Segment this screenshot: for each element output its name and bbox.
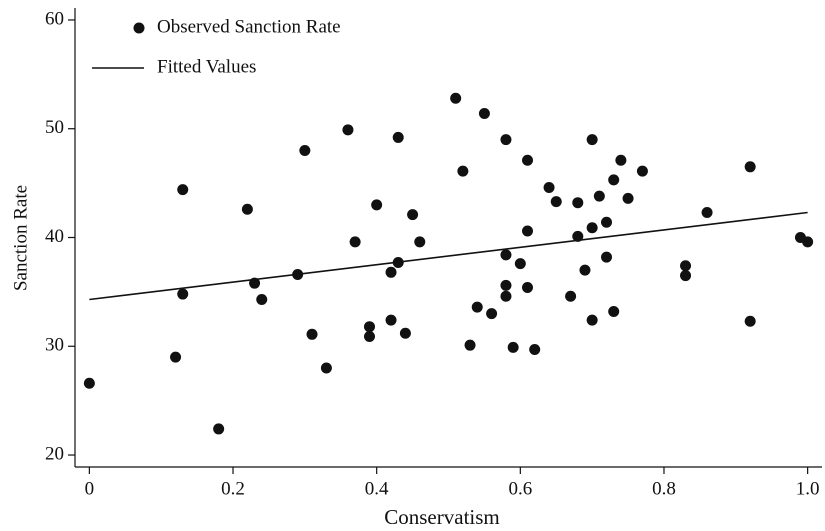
data-point	[457, 165, 469, 177]
data-point	[414, 236, 426, 248]
data-point	[256, 293, 268, 305]
data-point	[213, 423, 225, 435]
data-point	[399, 327, 411, 339]
data-point	[371, 199, 383, 211]
data-point	[392, 131, 404, 143]
x-axis-label: Conservatism	[384, 505, 500, 529]
data-point	[622, 192, 634, 204]
data-point	[500, 279, 512, 291]
data-point	[478, 108, 490, 120]
data-point	[522, 225, 534, 237]
data-point	[701, 206, 713, 218]
data-point	[680, 270, 692, 282]
x-tick-label: 0.6	[508, 478, 532, 499]
data-point	[177, 184, 189, 196]
data-point	[514, 258, 526, 270]
data-point	[522, 282, 534, 294]
data-point	[342, 124, 354, 136]
data-point	[471, 301, 483, 313]
y-tick-label: 40	[45, 226, 64, 247]
data-point	[550, 196, 562, 208]
data-point	[170, 351, 182, 363]
data-point	[464, 339, 476, 351]
data-point	[744, 315, 756, 327]
y-tick-label: 60	[45, 8, 64, 29]
data-point	[572, 197, 584, 209]
data-point	[744, 161, 756, 173]
data-point	[500, 290, 512, 302]
legend-label: Fitted Values	[157, 56, 256, 77]
x-tick-label: 0.2	[221, 478, 245, 499]
data-point	[522, 154, 534, 166]
data-point	[450, 92, 462, 104]
data-point	[680, 260, 692, 272]
data-point	[385, 314, 397, 326]
data-point	[320, 362, 332, 374]
data-point	[615, 154, 627, 166]
x-tick-label: 0	[85, 478, 95, 499]
data-point	[500, 134, 512, 146]
data-point	[586, 314, 598, 326]
x-tick-label: 0.4	[365, 478, 389, 499]
data-point	[586, 134, 598, 146]
data-point	[83, 377, 95, 389]
data-point	[363, 330, 375, 342]
data-point	[363, 321, 375, 333]
fitted-line	[89, 211, 808, 301]
data-point	[565, 290, 577, 302]
data-point	[299, 144, 311, 156]
legend-label: Observed Sanction Rate	[157, 16, 341, 37]
data-point	[543, 181, 555, 193]
data-point	[529, 344, 541, 356]
data-point	[349, 236, 361, 248]
data-point	[500, 249, 512, 261]
data-point	[572, 230, 584, 242]
legend-marker	[133, 22, 145, 34]
x-tick-label: 0.8	[652, 478, 676, 499]
y-tick-label: 50	[45, 117, 64, 138]
data-point	[601, 251, 613, 263]
data-point	[608, 305, 620, 317]
data-point	[586, 222, 598, 234]
y-axis-label: Sanction Rate	[10, 185, 31, 291]
data-point	[486, 308, 498, 320]
data-point	[385, 266, 397, 278]
x-tick-label: 1.0	[796, 478, 820, 499]
y-tick-label: 30	[45, 335, 64, 356]
data-point	[507, 341, 519, 353]
data-point	[636, 165, 648, 177]
y-tick-label: 20	[45, 443, 64, 464]
data-point	[593, 190, 605, 202]
data-point	[306, 328, 318, 340]
data-point	[802, 236, 814, 248]
data-point	[241, 203, 253, 215]
data-point	[601, 216, 613, 228]
data-point	[407, 209, 419, 221]
data-point	[177, 288, 189, 300]
data-point	[608, 174, 620, 186]
data-point	[579, 264, 591, 276]
